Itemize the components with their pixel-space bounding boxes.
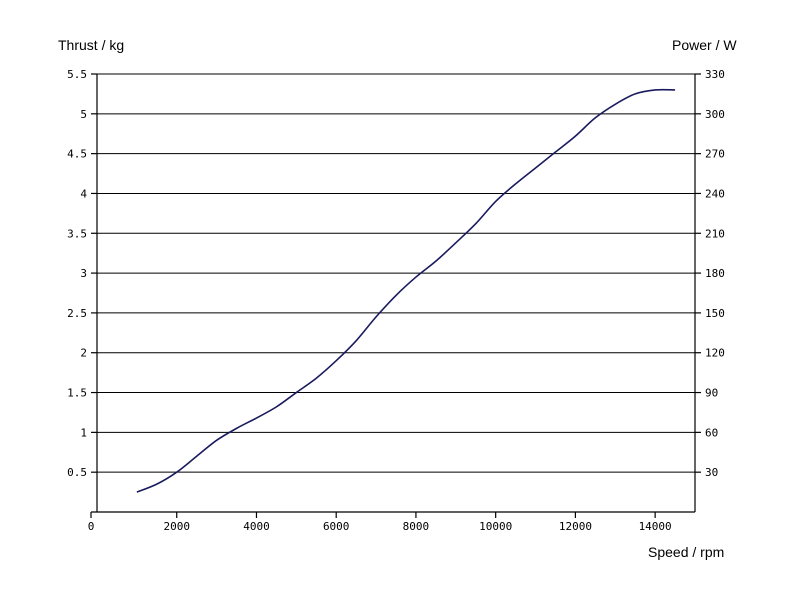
y-tick-label-4: 2.5	[67, 307, 87, 320]
x-axis-title: Speed / rpm	[648, 544, 724, 560]
y-tick-label-9: 5	[80, 108, 87, 121]
series-line-0	[136, 88, 676, 493]
y2-tick-label-9: 300	[705, 108, 725, 121]
y2-tick-label-5: 180	[705, 267, 725, 280]
y2-tick-label-2: 90	[705, 387, 718, 400]
x-tick-label-2: 4000	[243, 520, 270, 533]
y-tick-label-10: 5.5	[67, 68, 87, 81]
x-tick-label-1: 2000	[163, 520, 190, 533]
y-tick-label-2: 1.5	[67, 387, 87, 400]
x-tick-label-0: 0	[88, 520, 95, 533]
x-tick-label-5: 10000	[479, 520, 512, 533]
series-layer	[136, 88, 676, 493]
y-tick-label-1: 1	[80, 426, 87, 439]
y2-tick-label-6: 210	[705, 227, 725, 240]
y2-tick-label-0: 30	[705, 466, 718, 479]
x-tick-labels: 0 2000 4000 6000 8000 10000 12000 14000	[88, 512, 672, 533]
y2-tick-label-4: 150	[705, 307, 725, 320]
y2-tick-label-8: 270	[705, 148, 725, 161]
y-tick-label-5: 3	[80, 267, 87, 280]
y-axis-title: Thrust / kg	[58, 37, 124, 53]
y2-tick-labels: 30 60 90 120 150 180 210 240 270 300 330	[695, 68, 725, 479]
y2-tick-label-10: 330	[705, 68, 725, 81]
y2-tick-label-7: 240	[705, 187, 725, 200]
y-tick-label-6: 3.5	[67, 227, 87, 240]
x-tick-label-6: 12000	[559, 520, 592, 533]
y-tick-label-8: 4.5	[67, 148, 87, 161]
grid-layer	[97, 73, 695, 473]
x-tick-label-4: 8000	[403, 520, 430, 533]
y2-axis-title: Power / W	[672, 37, 737, 53]
x-tick-label-7: 14000	[639, 520, 672, 533]
y2-tick-label-1: 60	[705, 426, 718, 439]
plot-frame	[91, 74, 696, 513]
x-tick-label-3: 6000	[323, 520, 350, 533]
y-tick-label-7: 4	[80, 187, 87, 200]
y2-tick-label-3: 120	[705, 347, 725, 360]
y-tick-labels: 0.5 1 1.5 2 2.5 3 3.5 4 4.5 5 5.5	[67, 68, 97, 479]
y-tick-label-3: 2	[80, 347, 87, 360]
y-tick-label-0: 0.5	[67, 466, 87, 479]
